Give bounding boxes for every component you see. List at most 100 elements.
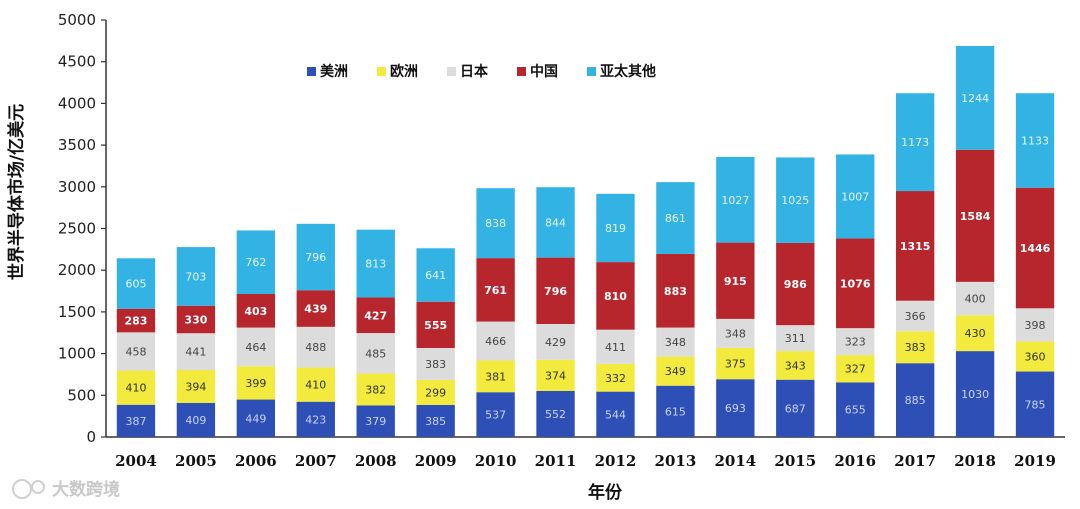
data-label: 366 <box>905 310 926 323</box>
bar-segment <box>895 363 935 437</box>
y-tick-label: 5000 <box>58 11 96 29</box>
x-tick-label: 2017 <box>894 452 936 470</box>
data-label: 464 <box>245 341 266 354</box>
legend-swatch <box>447 67 456 76</box>
data-label: 330 <box>184 313 207 326</box>
bar-segment <box>776 379 815 437</box>
bar-segment <box>716 379 755 437</box>
bar-segment <box>356 297 395 334</box>
data-label: 1030 <box>961 388 989 401</box>
data-label: 400 <box>965 293 986 306</box>
y-tick-label: 1000 <box>58 345 96 363</box>
bar-segment <box>1015 341 1055 372</box>
y-tick-label: 1500 <box>58 303 96 321</box>
legend-swatch <box>517 67 526 76</box>
data-label: 323 <box>845 336 866 349</box>
legend-label: 欧洲 <box>390 63 418 80</box>
y-tick-label: 3500 <box>58 136 96 154</box>
data-label: 544 <box>605 408 626 421</box>
data-label: 819 <box>605 222 626 235</box>
bar-segment <box>895 191 935 301</box>
x-tick-label: 2004 <box>115 452 157 470</box>
data-label: 796 <box>305 251 326 264</box>
bar-segment <box>236 399 276 437</box>
x-axis-label: 年份 <box>588 482 623 503</box>
data-label: 762 <box>245 256 266 269</box>
y-tick-label: 4500 <box>58 53 96 71</box>
bar-segment <box>596 262 635 330</box>
data-label: 1173 <box>901 136 929 149</box>
legend-label: 美洲 <box>320 63 348 80</box>
data-label: 552 <box>545 408 566 421</box>
data-label: 1027 <box>721 194 749 207</box>
bar-segment <box>176 402 216 437</box>
bar-segment <box>476 188 515 259</box>
bar-segment <box>895 331 935 364</box>
bar-segment <box>116 258 156 309</box>
data-label: 403 <box>244 305 267 318</box>
data-label: 399 <box>245 377 266 390</box>
bar-segment <box>536 257 575 324</box>
bar-segment <box>656 356 695 386</box>
data-label: 327 <box>845 363 866 376</box>
x-tick-label: 2010 <box>475 452 517 470</box>
data-label: 385 <box>425 415 446 428</box>
bar-segment <box>656 327 695 357</box>
bar-segment <box>296 326 335 368</box>
data-label: 423 <box>305 413 326 426</box>
y-tick-label: 2500 <box>58 220 96 238</box>
bar-segment <box>836 154 875 239</box>
bar-segment <box>356 333 395 374</box>
data-label: 785 <box>1025 398 1046 411</box>
bars: 387 410 458 283 605 409 394 441 330 703 449 399 464 4… <box>116 46 1055 437</box>
data-label: 441 <box>185 346 206 359</box>
data-label: 381 <box>485 370 506 383</box>
bar-segment <box>476 321 515 361</box>
bar-segment <box>955 46 995 150</box>
data-label: 383 <box>425 358 446 371</box>
data-label: 1584 <box>960 210 991 223</box>
bar-segment <box>955 351 995 437</box>
bar-segment <box>836 355 875 383</box>
data-label: 838 <box>485 217 506 230</box>
x-tick-label: 2016 <box>834 452 876 470</box>
data-label: 430 <box>965 327 986 340</box>
legend-swatch <box>307 67 316 76</box>
data-label: 687 <box>785 402 806 415</box>
bar-segment <box>416 379 455 405</box>
bar-segment <box>236 230 276 294</box>
y-tick-label: 4000 <box>58 94 96 112</box>
bar-segment <box>176 370 216 403</box>
x-tick-label: 2006 <box>235 452 277 470</box>
x-tick-label: 2005 <box>175 452 217 470</box>
bar-segment <box>296 223 335 291</box>
bar-segment <box>596 391 635 437</box>
legend-swatch <box>587 67 596 76</box>
x-tick-label: 2012 <box>595 452 637 470</box>
data-label: 1076 <box>840 277 871 290</box>
data-label: 348 <box>725 327 746 340</box>
bar-segment <box>416 348 455 380</box>
data-label: 655 <box>845 404 866 417</box>
data-label: 1446 <box>1020 242 1051 255</box>
bar-segment <box>476 258 515 322</box>
x-tick-label: 2014 <box>714 452 756 470</box>
data-label: 1025 <box>781 194 809 207</box>
x-tick-label: 2019 <box>1014 452 1056 470</box>
data-label: 449 <box>245 412 266 425</box>
bar-segment <box>296 290 335 327</box>
x-tick-label: 2009 <box>415 452 457 470</box>
data-label: 343 <box>785 359 806 372</box>
bar-segment <box>236 366 276 400</box>
bar-segment <box>116 404 156 437</box>
data-label: 883 <box>664 285 687 298</box>
bar-segment <box>356 373 395 406</box>
data-label: 349 <box>665 365 686 378</box>
data-label: 810 <box>604 290 627 303</box>
bar-segment <box>176 305 216 334</box>
data-label: 693 <box>725 402 746 415</box>
x-tick-label: 2008 <box>355 452 397 470</box>
data-label: 537 <box>485 409 506 422</box>
data-label: 488 <box>305 341 326 354</box>
